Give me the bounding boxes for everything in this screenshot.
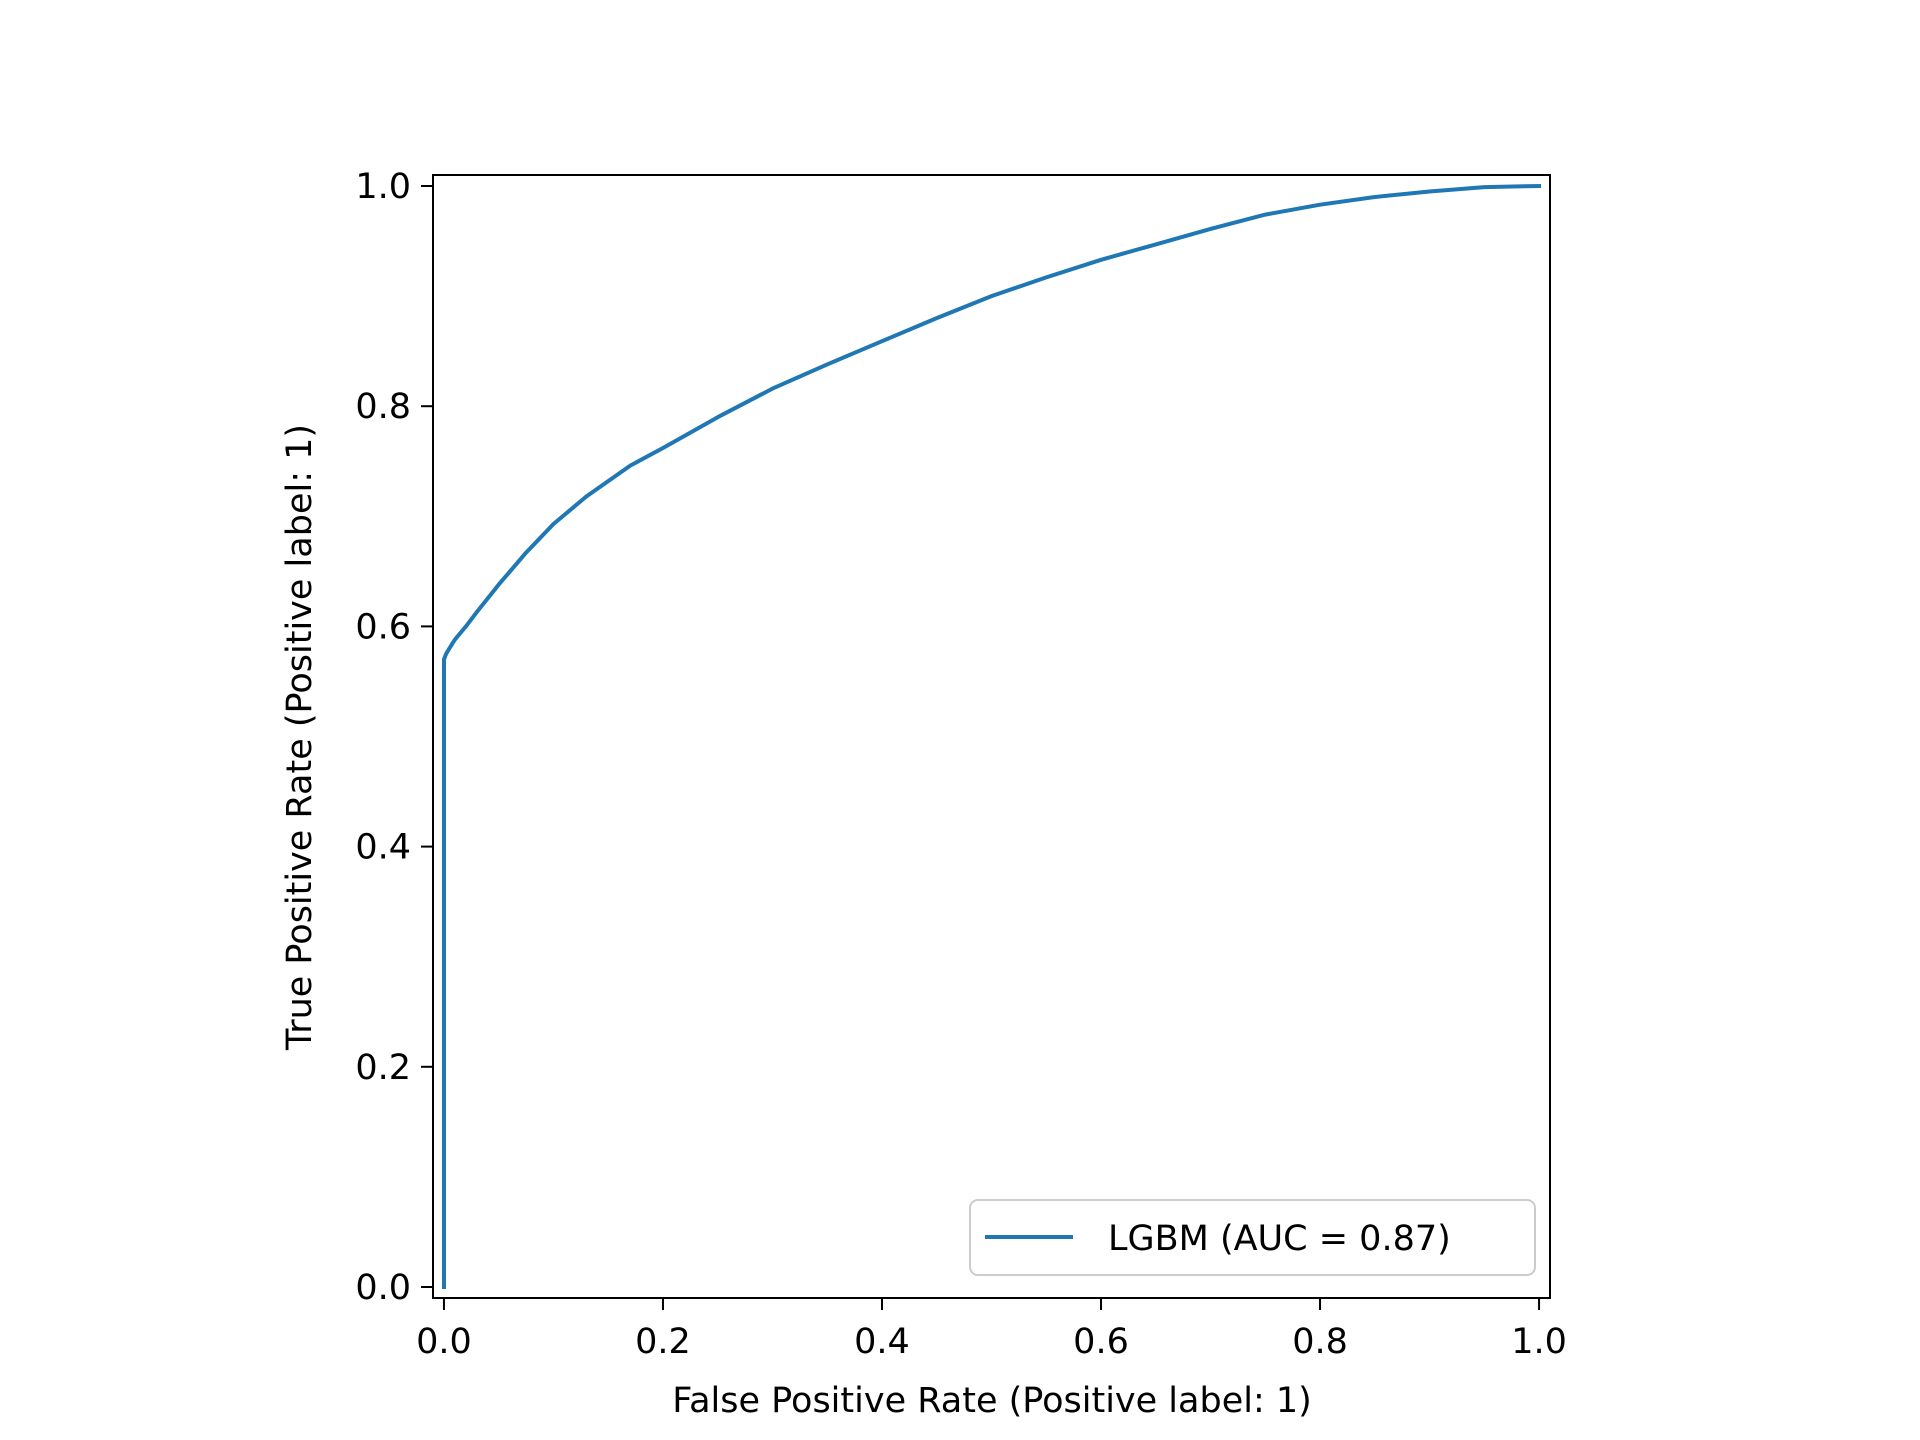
legend: LGBM (AUC = 0.87): [969, 1199, 1536, 1276]
legend-frame: [969, 1199, 1536, 1276]
y-tick-label: 0.2: [355, 1048, 411, 1088]
y-tick-label: 0.6: [355, 607, 411, 647]
x-tick-label: 1.0: [1511, 1322, 1567, 1362]
y-axis-ticks: 0.0 0.2 0.4 0.6 0.8 1.0: [355, 167, 433, 1308]
y-axis-label: True Positive Rate (Positive label: 1): [280, 424, 320, 1051]
x-tick-label: 0.2: [635, 1322, 691, 1362]
legend-label: LGBM (AUC = 0.87): [1108, 1219, 1451, 1259]
plot-frame: [432, 174, 1551, 1299]
plot-area-background: [433, 175, 1550, 1298]
y-tick-label: 0.0: [355, 1268, 411, 1308]
x-tick-label: 0.8: [1292, 1322, 1348, 1362]
y-tick-label: 1.0: [355, 167, 411, 207]
x-axis-ticks: 0.0 0.2 0.4 0.6 0.8 1.0: [416, 1298, 1567, 1362]
series-line-0: [442, 183, 1542, 1289]
x-tick-label: 0.4: [854, 1322, 910, 1362]
x-axis-label: False Positive Rate (Positive label: 1): [672, 1381, 1312, 1421]
y-tick-label: 0.4: [355, 828, 411, 868]
x-tick-label: 0.0: [416, 1322, 472, 1362]
y-tick-label: 0.8: [355, 387, 411, 427]
x-tick-label: 0.6: [1073, 1322, 1129, 1362]
series-layer: [442, 183, 1542, 1289]
